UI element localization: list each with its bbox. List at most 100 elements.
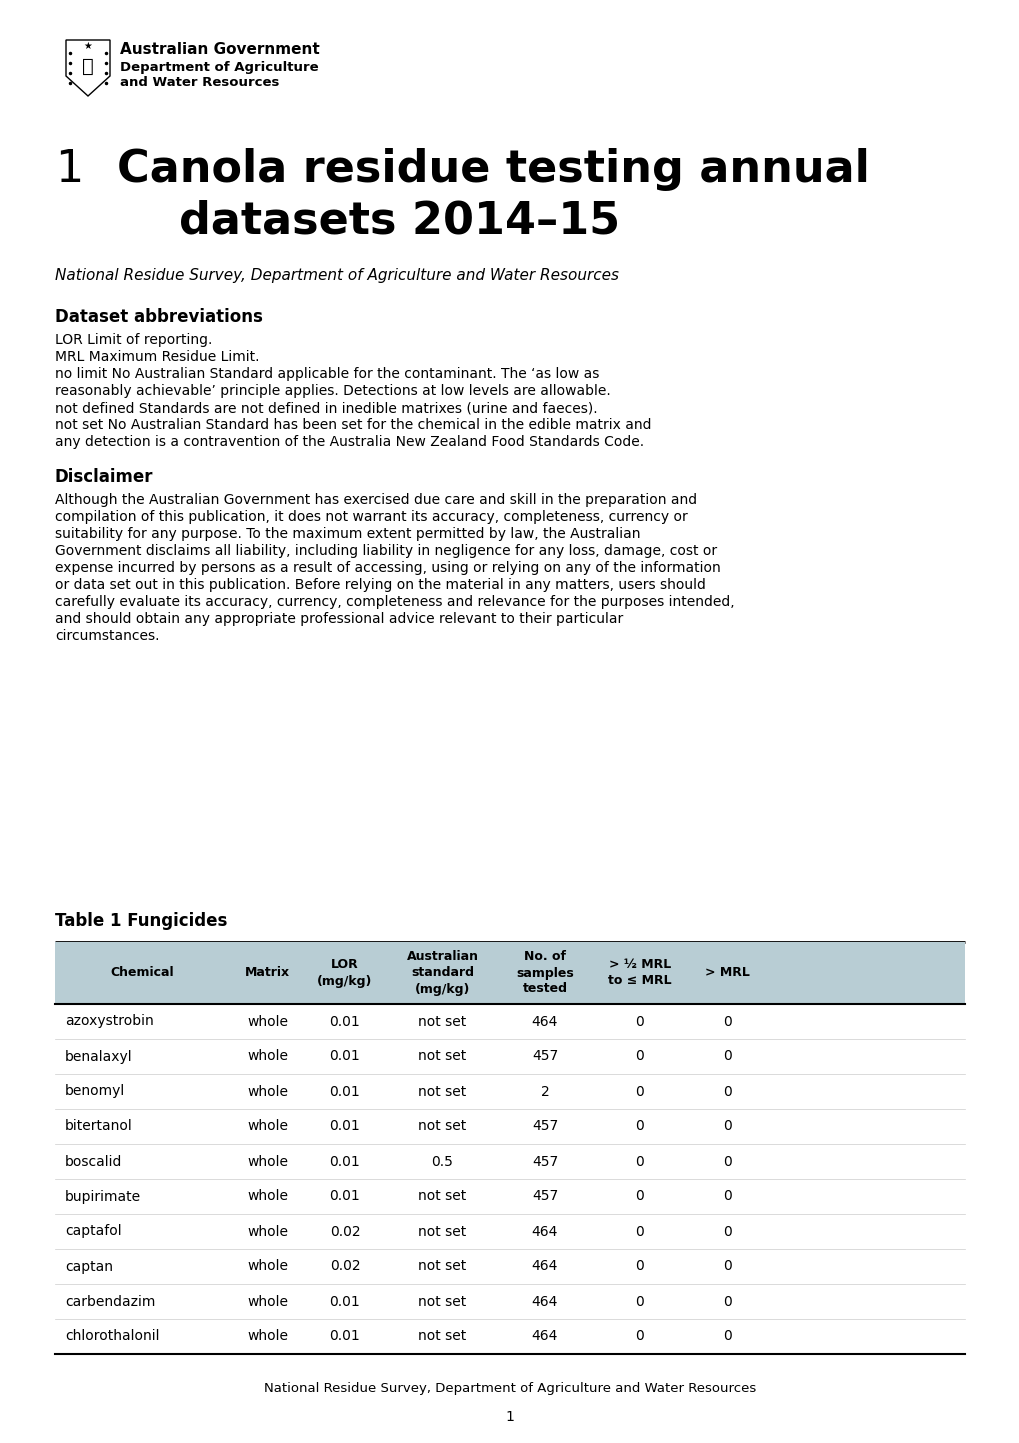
- Text: or data set out in this publication. Before relying on the material in any matte: or data set out in this publication. Bef…: [55, 579, 705, 592]
- Text: 464: 464: [531, 1294, 557, 1309]
- Text: whole: whole: [247, 1225, 287, 1238]
- Text: whole: whole: [247, 1260, 287, 1274]
- Text: 0: 0: [722, 1154, 732, 1169]
- Text: 0: 0: [722, 1294, 732, 1309]
- Text: circumstances.: circumstances.: [55, 629, 159, 644]
- Text: Chemical: Chemical: [111, 967, 174, 980]
- Text: 0: 0: [722, 1329, 732, 1343]
- Text: National Residue Survey, Department of Agriculture and Water Resources: National Residue Survey, Department of A…: [55, 268, 619, 283]
- Text: 0: 0: [722, 1120, 732, 1134]
- Text: Australian Government: Australian Government: [120, 42, 319, 58]
- Text: not set: not set: [418, 1260, 466, 1274]
- Text: MRL Maximum Residue Limit.: MRL Maximum Residue Limit.: [55, 351, 259, 364]
- Text: whole: whole: [247, 1120, 287, 1134]
- Text: whole: whole: [247, 1154, 287, 1169]
- Text: whole: whole: [247, 1049, 287, 1063]
- Text: no limit No Australian Standard applicable for the contaminant. The ‘as low as: no limit No Australian Standard applicab…: [55, 367, 599, 381]
- Text: 0: 0: [722, 1260, 732, 1274]
- Text: Department of Agriculture: Department of Agriculture: [120, 62, 318, 75]
- Text: bupirimate: bupirimate: [65, 1189, 141, 1203]
- Text: bitertanol: bitertanol: [65, 1120, 132, 1134]
- Text: 🦘: 🦘: [83, 56, 94, 75]
- Text: LOR
(mg/kg): LOR (mg/kg): [317, 958, 372, 987]
- Text: Although the Australian Government has exercised due care and skill in the prepa: Although the Australian Government has e…: [55, 494, 696, 506]
- Text: whole: whole: [247, 1329, 287, 1343]
- Text: No. of
samples
tested: No. of samples tested: [516, 951, 574, 996]
- Text: 0: 0: [722, 1085, 732, 1098]
- Text: 0.01: 0.01: [329, 1014, 360, 1029]
- Text: 464: 464: [531, 1260, 557, 1274]
- Text: 464: 464: [531, 1225, 557, 1238]
- Text: 0.01: 0.01: [329, 1189, 360, 1203]
- Text: > ½ MRL
to ≤ MRL: > ½ MRL to ≤ MRL: [607, 958, 672, 987]
- Text: 0: 0: [635, 1294, 644, 1309]
- Text: 457: 457: [531, 1189, 557, 1203]
- Text: carefully evaluate its accuracy, currency, completeness and relevance for the pu: carefully evaluate its accuracy, currenc…: [55, 595, 734, 609]
- Text: 0: 0: [722, 1014, 732, 1029]
- Text: 2: 2: [540, 1085, 549, 1098]
- Text: not set: not set: [418, 1120, 466, 1134]
- Text: and should obtain any appropriate professional advice relevant to their particul: and should obtain any appropriate profes…: [55, 612, 623, 626]
- Text: > MRL: > MRL: [704, 967, 749, 980]
- Text: boscalid: boscalid: [65, 1154, 122, 1169]
- Text: whole: whole: [247, 1189, 287, 1203]
- Text: 0: 0: [635, 1329, 644, 1343]
- Text: and Water Resources: and Water Resources: [120, 75, 279, 88]
- Text: 0.01: 0.01: [329, 1085, 360, 1098]
- Text: compilation of this publication, it does not warrant its accuracy, completeness,: compilation of this publication, it does…: [55, 509, 687, 524]
- Text: whole: whole: [247, 1014, 287, 1029]
- Text: azoxystrobin: azoxystrobin: [65, 1014, 154, 1029]
- Text: 0: 0: [635, 1189, 644, 1203]
- Text: Table 1 Fungicides: Table 1 Fungicides: [55, 912, 227, 929]
- Text: Canola residue testing annual: Canola residue testing annual: [117, 149, 869, 190]
- Text: not set: not set: [418, 1225, 466, 1238]
- Text: ★: ★: [84, 40, 93, 51]
- Text: Disclaimer: Disclaimer: [55, 468, 153, 486]
- Text: 0: 0: [722, 1049, 732, 1063]
- Text: 457: 457: [531, 1154, 557, 1169]
- Text: 0: 0: [635, 1120, 644, 1134]
- Text: 0: 0: [722, 1225, 732, 1238]
- Text: benomyl: benomyl: [65, 1085, 125, 1098]
- Text: whole: whole: [247, 1085, 287, 1098]
- Text: 0: 0: [635, 1049, 644, 1063]
- Text: Dataset abbreviations: Dataset abbreviations: [55, 307, 263, 326]
- Text: 0.01: 0.01: [329, 1294, 360, 1309]
- Text: 0: 0: [722, 1189, 732, 1203]
- Text: 0.01: 0.01: [329, 1329, 360, 1343]
- Text: 0: 0: [635, 1154, 644, 1169]
- Text: reasonably achievable’ principle applies. Detections at low levels are allowable: reasonably achievable’ principle applies…: [55, 384, 610, 398]
- Text: not set: not set: [418, 1014, 466, 1029]
- Text: 0.01: 0.01: [329, 1049, 360, 1063]
- Text: 464: 464: [531, 1329, 557, 1343]
- Text: not set: not set: [418, 1085, 466, 1098]
- Text: not defined Standards are not defined in inedible matrixes (urine and faeces).: not defined Standards are not defined in…: [55, 401, 597, 416]
- Text: 464: 464: [531, 1014, 557, 1029]
- Text: 457: 457: [531, 1049, 557, 1063]
- Text: captafol: captafol: [65, 1225, 121, 1238]
- Text: LOR Limit of reporting.: LOR Limit of reporting.: [55, 333, 212, 346]
- Text: 0.5: 0.5: [431, 1154, 453, 1169]
- Text: benalaxyl: benalaxyl: [65, 1049, 132, 1063]
- Text: National Residue Survey, Department of Agriculture and Water Resources: National Residue Survey, Department of A…: [264, 1382, 755, 1395]
- Bar: [55, 942, 964, 1004]
- Text: datasets 2014–15: datasets 2014–15: [117, 201, 620, 242]
- Text: captan: captan: [65, 1260, 113, 1274]
- Text: whole: whole: [247, 1294, 287, 1309]
- Text: 457: 457: [531, 1120, 557, 1134]
- Text: carbendazim: carbendazim: [65, 1294, 155, 1309]
- Text: 1: 1: [505, 1410, 514, 1424]
- Text: suitability for any purpose. To the maximum extent permitted by law, the Austral: suitability for any purpose. To the maxi…: [55, 527, 640, 541]
- Text: 0: 0: [635, 1085, 644, 1098]
- Text: Government disclaims all liability, including liability in negligence for any lo: Government disclaims all liability, incl…: [55, 544, 716, 558]
- Text: 0: 0: [635, 1260, 644, 1274]
- Text: Matrix: Matrix: [245, 967, 289, 980]
- Text: not set: not set: [418, 1189, 466, 1203]
- Text: 0.01: 0.01: [329, 1154, 360, 1169]
- Text: not set: not set: [418, 1049, 466, 1063]
- Text: 0: 0: [635, 1014, 644, 1029]
- Text: 0.02: 0.02: [329, 1225, 360, 1238]
- Text: 0.01: 0.01: [329, 1120, 360, 1134]
- Text: 1: 1: [55, 149, 84, 190]
- Text: not set: not set: [418, 1329, 466, 1343]
